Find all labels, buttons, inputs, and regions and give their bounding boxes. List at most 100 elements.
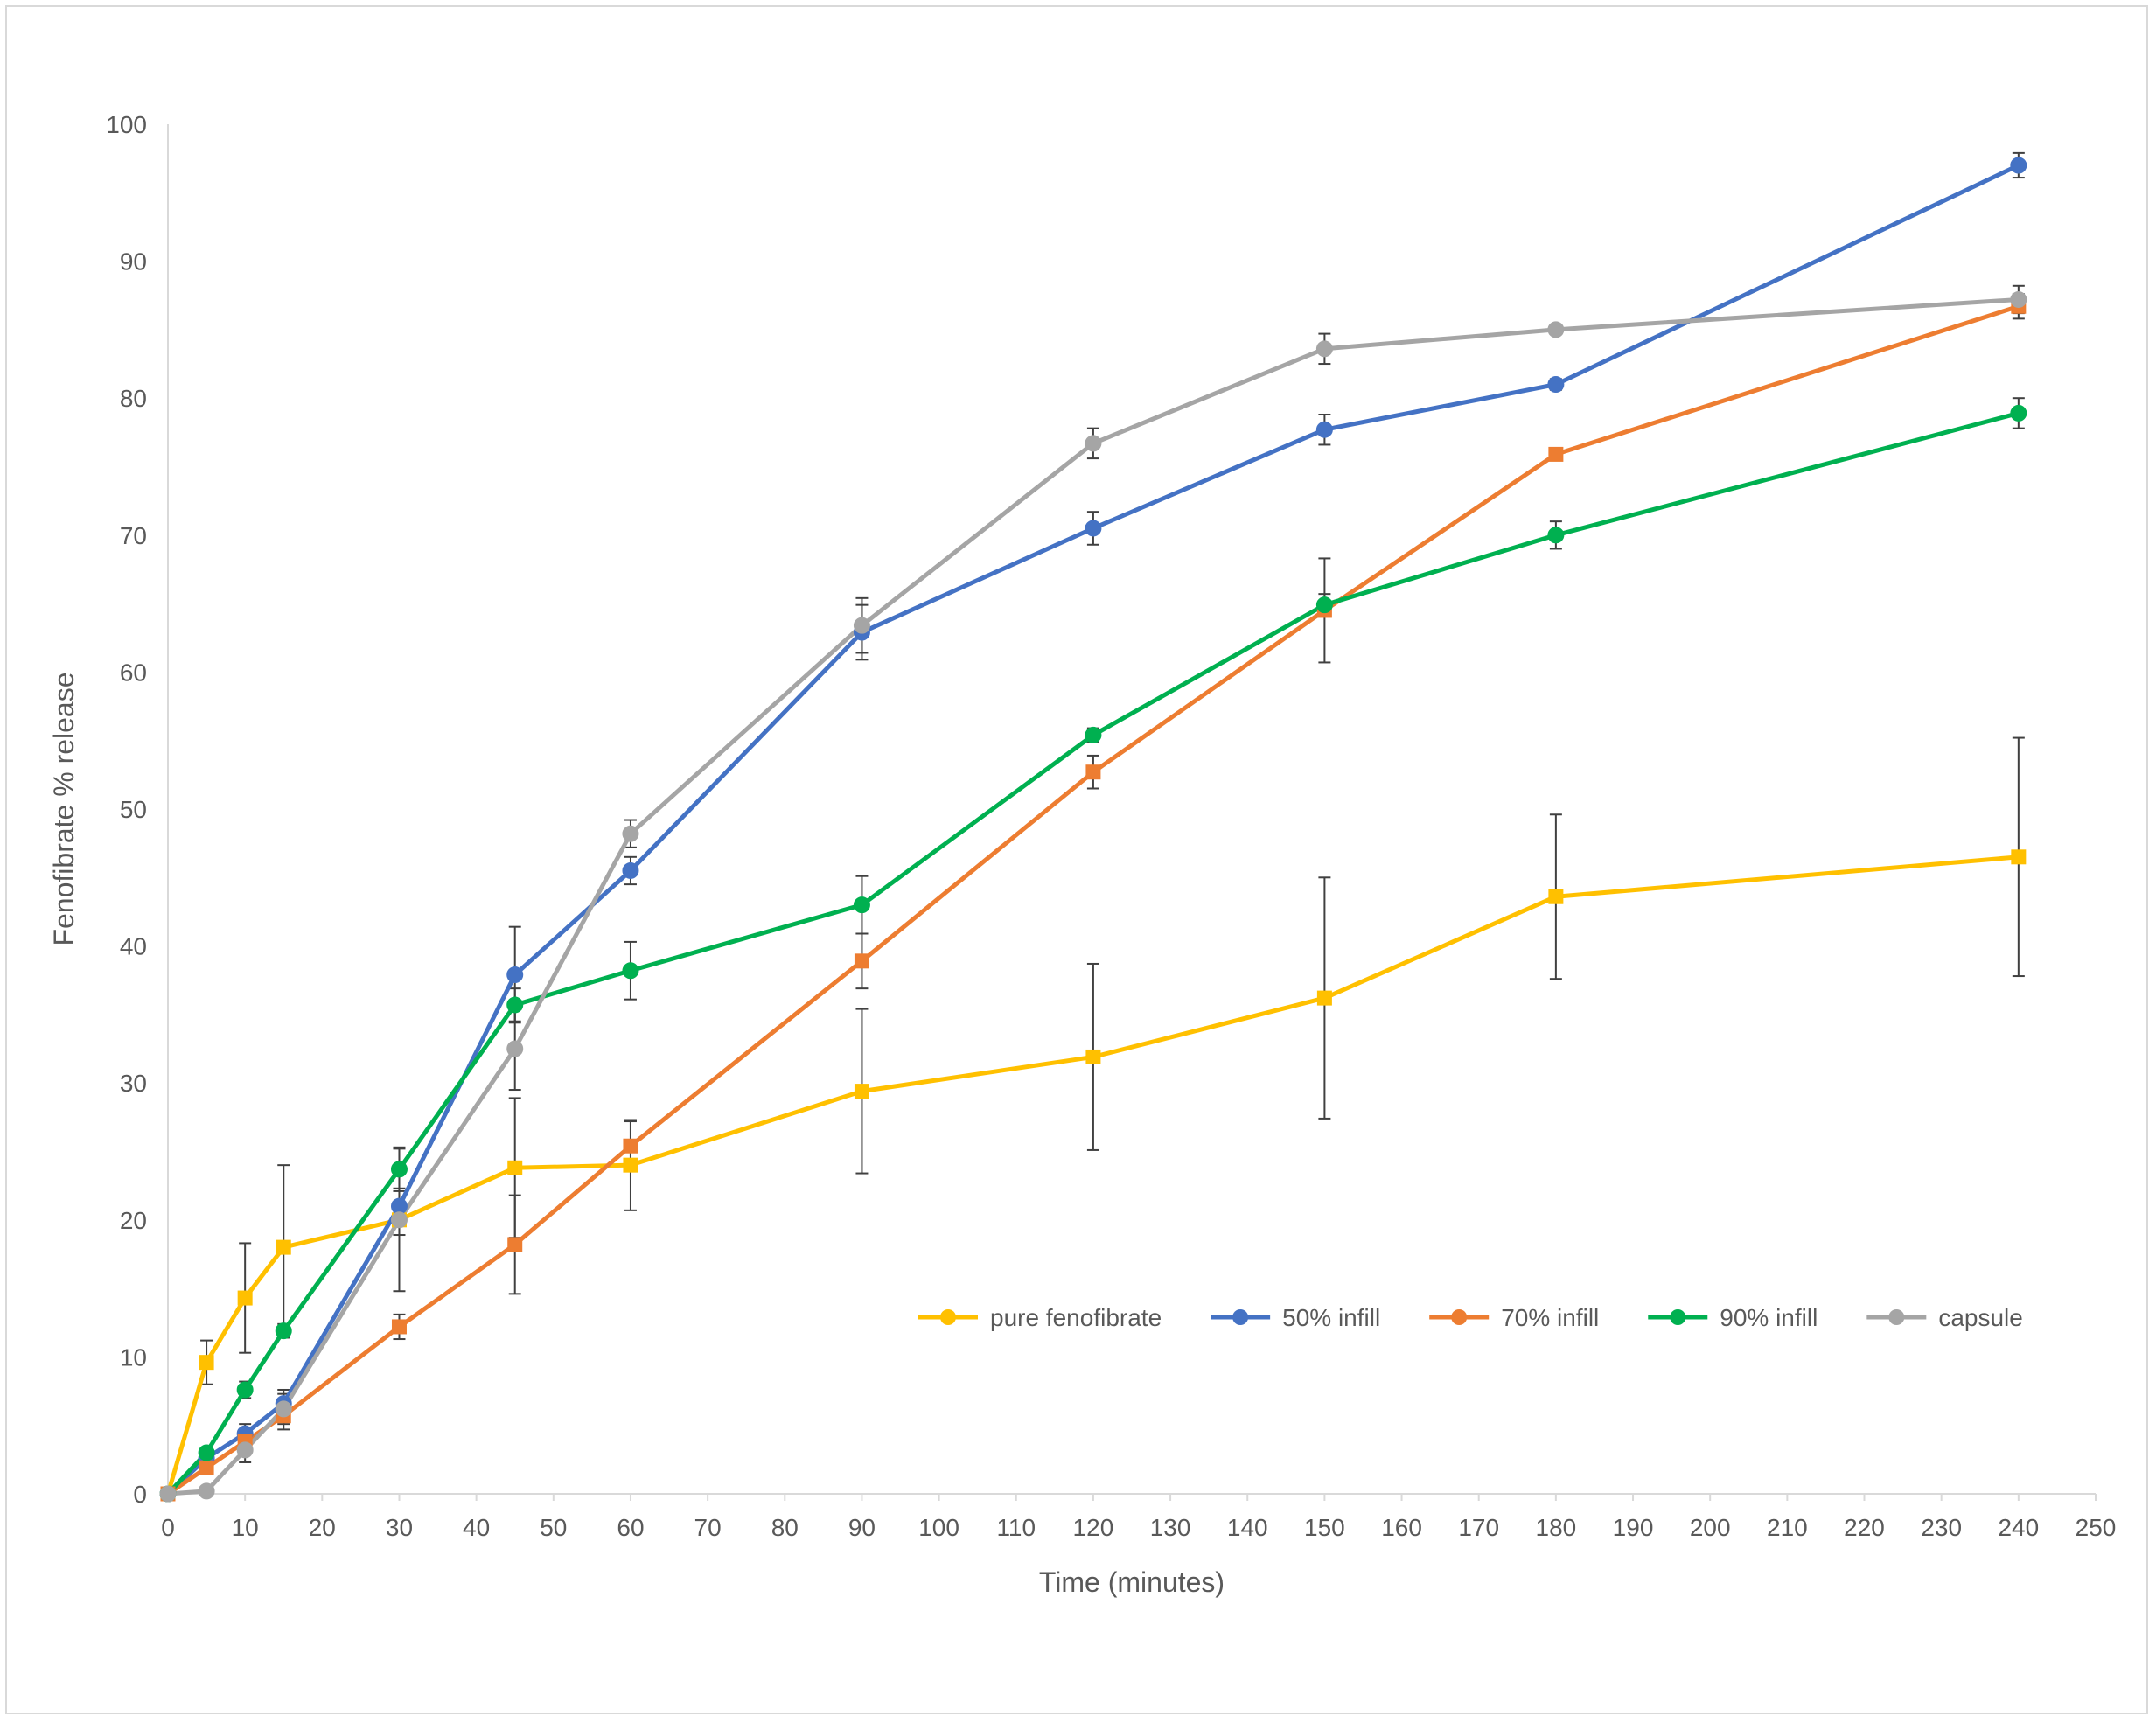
- x-tick-label: 180: [1536, 1514, 1577, 1541]
- y-tick-label: 40: [120, 933, 147, 960]
- data-point-capsule: [2010, 290, 2027, 308]
- data-point-pure-fenofibrate: [507, 1160, 523, 1175]
- legend-label: 90% infill: [1720, 1304, 1818, 1331]
- legend-marker: [1232, 1309, 1249, 1325]
- x-tick-label: 210: [1767, 1514, 1808, 1541]
- legend-item-90-infill: 90% infill: [1648, 1304, 1818, 1331]
- axes: [167, 124, 2096, 1495]
- data-point-capsule: [198, 1482, 215, 1500]
- series-line-pure-fenofibrate: [165, 855, 2020, 1495]
- x-tick-label: 0: [161, 1514, 175, 1541]
- data-point-pure-fenofibrate: [854, 1084, 869, 1099]
- data-point-90-infill: [1085, 726, 1102, 743]
- x-tick-label: 150: [1304, 1514, 1345, 1541]
- y-tick-label: 70: [120, 522, 147, 549]
- data-point-50-infill: [1085, 520, 1102, 537]
- data-point-pure-fenofibrate: [1548, 889, 1564, 904]
- x-tick-label: 100: [918, 1514, 959, 1541]
- x-tick-label: 50: [540, 1514, 567, 1541]
- legend-item-50-infill: 50% infill: [1211, 1304, 1380, 1331]
- x-tick-label: 90: [848, 1514, 876, 1541]
- data-point-90-infill: [853, 896, 870, 914]
- data-point-capsule: [853, 617, 870, 634]
- data-point-capsule: [159, 1485, 177, 1503]
- legend-label: 50% infill: [1282, 1304, 1380, 1331]
- x-tick-label: 10: [232, 1514, 259, 1541]
- x-tick-label: 80: [771, 1514, 799, 1541]
- series-line-capsule: [167, 296, 2020, 1496]
- data-point-pure-fenofibrate: [623, 1157, 638, 1173]
- data-point-90-infill: [1547, 527, 1565, 544]
- x-tick-label: 160: [1381, 1514, 1422, 1541]
- data-point-pure-fenofibrate: [199, 1355, 214, 1371]
- y-tick-label: 0: [133, 1481, 147, 1508]
- legend-label: 70% infill: [1501, 1304, 1599, 1331]
- data-point-70-infill: [623, 1138, 638, 1154]
- data-point-90-infill: [622, 962, 639, 980]
- x-tick-label: 200: [1690, 1514, 1731, 1541]
- data-point-capsule: [506, 1040, 524, 1057]
- x-tick-label: 130: [1150, 1514, 1191, 1541]
- y-tick-label: 60: [120, 659, 147, 686]
- x-tick-label: 30: [386, 1514, 413, 1541]
- data-point-capsule: [1315, 340, 1333, 358]
- y-tick-label: 30: [120, 1070, 147, 1097]
- chart-plot-area: 0 10 20 30 40 50 60 70 80 90 100 110 120 130 140 150 160…: [48, 111, 2116, 1598]
- data-point-90-infill: [506, 996, 524, 1014]
- x-tick-label: 170: [1458, 1514, 1499, 1541]
- y-tick-label: 50: [120, 796, 147, 823]
- data-point-90-infill: [390, 1161, 408, 1178]
- y-tick-label: 100: [106, 111, 147, 138]
- x-tick-label: 220: [1844, 1514, 1885, 1541]
- x-tick-label: 230: [1921, 1514, 1962, 1541]
- legend-item-capsule: capsule: [1866, 1304, 2023, 1331]
- data-point-90-infill: [198, 1444, 215, 1461]
- data-point-capsule: [622, 825, 639, 842]
- legend: pure fenofibrate 50% infill 70% infill 90% …: [918, 1304, 2023, 1331]
- data-point-capsule: [390, 1211, 408, 1229]
- data-point-pure-fenofibrate: [276, 1239, 291, 1255]
- tick-labels: 0 10 20 30 40 50 60 70 80 90 100 110 120 130 140 150 160…: [106, 111, 2116, 1541]
- x-tick-label: 70: [694, 1514, 722, 1541]
- data-point-70-infill: [1548, 446, 1564, 462]
- data-point-70-infill: [199, 1460, 214, 1475]
- y-axis-title: Fenofibrate % release: [48, 672, 80, 945]
- y-tick-label: 10: [120, 1343, 147, 1371]
- data-point-50-infill: [506, 966, 524, 983]
- data-point-50-infill: [1547, 376, 1565, 394]
- x-tick-label: 60: [617, 1514, 644, 1541]
- y-tick-label: 80: [120, 385, 147, 412]
- x-tick-label: 110: [996, 1514, 1036, 1541]
- error-bars: [200, 151, 2025, 1495]
- x-tick-label: 20: [309, 1514, 336, 1541]
- data-point-capsule: [236, 1441, 254, 1459]
- data-point-90-infill: [236, 1381, 254, 1399]
- series-line-90-infill: [166, 411, 2020, 1496]
- data-point-70-infill: [1085, 764, 1101, 780]
- data-point-90-infill: [2010, 404, 2027, 422]
- data-point-70-infill: [854, 953, 869, 969]
- legend-marker: [1451, 1309, 1468, 1325]
- legend-label: pure fenofibrate: [990, 1304, 1162, 1331]
- legend-item-70-infill: 70% infill: [1429, 1304, 1599, 1331]
- legend-marker: [1670, 1309, 1686, 1325]
- data-point-70-infill: [391, 1319, 407, 1335]
- data-point-pure-fenofibrate: [1085, 1049, 1101, 1064]
- data-point-50-infill: [2010, 157, 2027, 174]
- y-tick-label: 20: [120, 1207, 147, 1234]
- data-point-50-infill: [1315, 421, 1333, 438]
- x-tick-label: 120: [1073, 1514, 1114, 1541]
- data-point-capsule: [1547, 321, 1565, 338]
- chart-frame: 0 10 20 30 40 50 60 70 80 90 100 110 120 130 140 150 160…: [5, 5, 2148, 1714]
- x-tick-label: 140: [1227, 1514, 1268, 1541]
- legend-label: capsule: [1938, 1304, 2023, 1331]
- data-point-pure-fenofibrate: [2011, 849, 2027, 865]
- data-point-pure-fenofibrate: [237, 1290, 253, 1306]
- data-point-pure-fenofibrate: [1316, 990, 1332, 1006]
- y-tick-label: 90: [120, 248, 147, 276]
- data-point-50-infill: [622, 862, 639, 879]
- data-point-capsule: [275, 1400, 292, 1418]
- series-lines: [165, 163, 2020, 1496]
- x-tick-label: 240: [1998, 1514, 2039, 1541]
- data-point-capsule: [1085, 435, 1102, 452]
